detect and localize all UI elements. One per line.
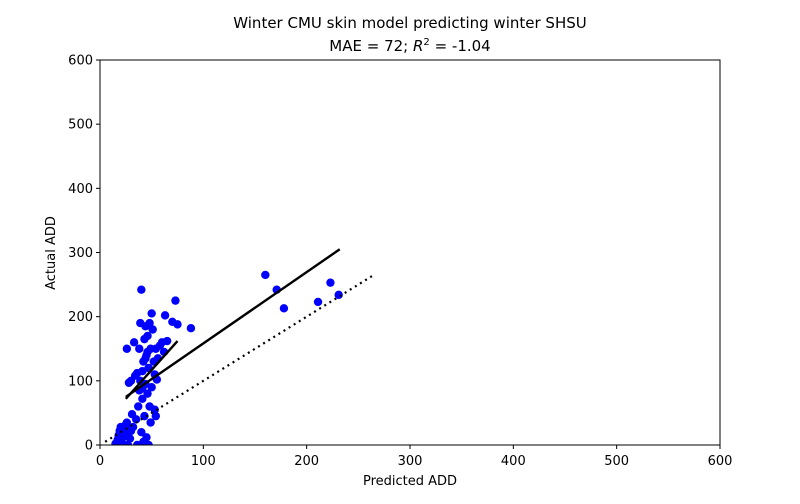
chart-title-line2: MAE = 72; R2 = -1.04 — [329, 37, 490, 55]
y-tick-label: 300 — [68, 246, 93, 261]
x-tick-label: 500 — [604, 454, 629, 469]
chart-title-line1: Winter CMU skin model predicting winter … — [233, 14, 586, 32]
y-tick-label: 400 — [68, 182, 93, 197]
data-point — [135, 344, 144, 353]
y-axis-label: Actual ADD — [44, 216, 59, 290]
data-point — [144, 440, 153, 445]
data-point — [147, 383, 156, 392]
data-point — [128, 422, 138, 432]
plot-marks — [104, 248, 376, 445]
data-point — [279, 304, 289, 313]
data-point — [173, 320, 182, 329]
data-point — [129, 338, 139, 347]
x-axis-label: Predicted ADD — [363, 474, 457, 489]
data-point — [147, 309, 156, 318]
data-point — [313, 297, 323, 307]
data-point — [137, 427, 146, 437]
x-tick-label: 300 — [398, 454, 423, 469]
data-point — [148, 325, 157, 334]
axes: 0 100 200 300 400 500 600 0 100 200 300 400 500 600 — [68, 54, 732, 470]
fit-line-all — [125, 248, 341, 398]
data-point — [143, 331, 152, 341]
data-point — [326, 278, 335, 287]
data-point — [122, 418, 132, 427]
data-point — [145, 318, 154, 328]
y-tick-label: 600 — [68, 54, 93, 69]
data-point — [138, 394, 147, 403]
data-point — [141, 354, 150, 363]
x-tick-label: 400 — [501, 454, 526, 469]
data-point — [186, 324, 196, 333]
x-tick-label: 600 — [708, 454, 733, 469]
data-point — [261, 270, 270, 280]
data-point — [137, 285, 146, 294]
data-point — [125, 434, 135, 443]
data-point — [131, 415, 141, 424]
data-point — [122, 344, 132, 353]
x-tick-label: 0 — [96, 454, 104, 469]
y-tick-label: 500 — [68, 118, 93, 133]
data-point — [151, 411, 160, 421]
y-tick-label: 100 — [68, 374, 93, 389]
one-to-one-line — [104, 273, 376, 443]
x-tick-label: 200 — [294, 454, 319, 469]
y-tick-label: 0 — [85, 439, 93, 454]
data-point — [143, 389, 152, 398]
data-point — [171, 296, 180, 305]
data-point — [140, 411, 149, 421]
data-point — [160, 311, 170, 320]
data-point — [162, 336, 172, 346]
y-tick-label: 200 — [68, 310, 93, 325]
x-tick-label: 100 — [191, 454, 216, 469]
data-point — [146, 418, 155, 427]
data-point — [134, 402, 143, 411]
data-point — [150, 405, 159, 414]
data-point — [126, 376, 136, 386]
data-point — [334, 290, 343, 300]
fit-line-cluster — [124, 340, 179, 400]
plot-area — [104, 248, 376, 445]
data-point — [143, 347, 152, 357]
data-point — [142, 433, 151, 442]
data-point — [133, 368, 142, 378]
